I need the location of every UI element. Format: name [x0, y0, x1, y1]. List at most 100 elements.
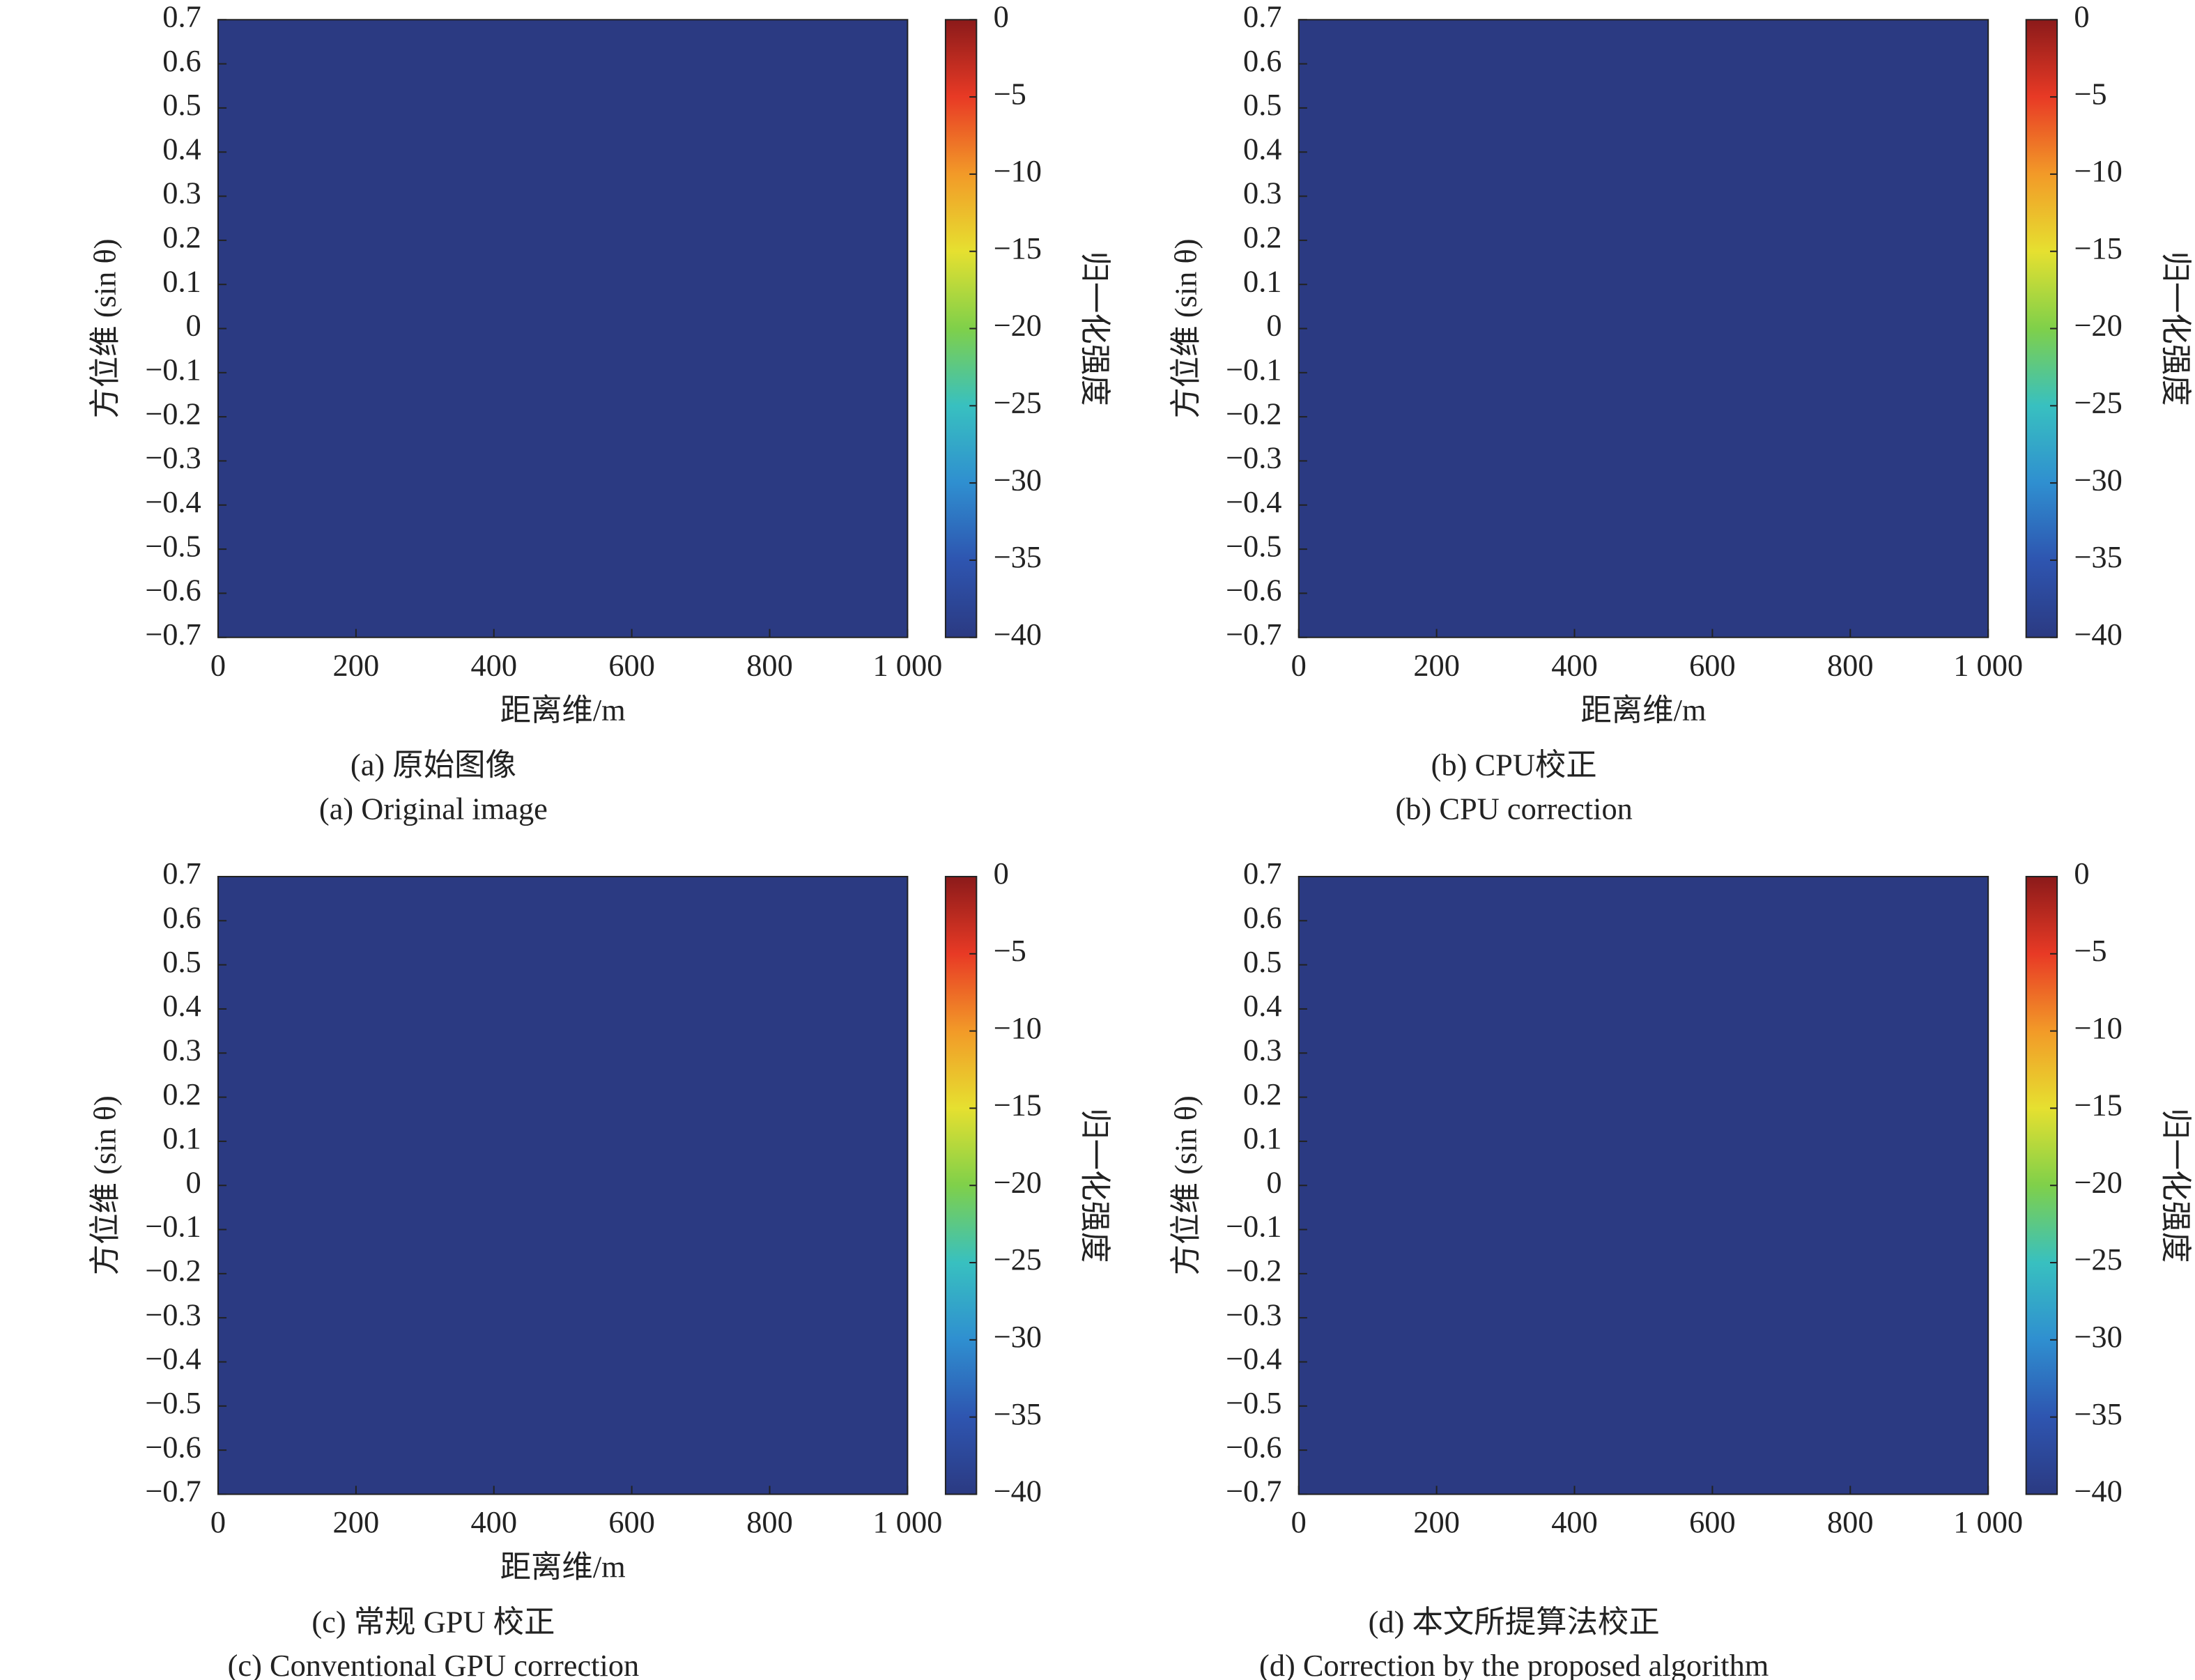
x-tick-label: 0 — [1291, 647, 1307, 682]
x-axis-label: 距离维/m — [500, 693, 626, 727]
y-tick-label: −0.7 — [145, 617, 201, 652]
y-tick-label: 0.6 — [1243, 900, 1282, 935]
y-tick-label: 0.3 — [1243, 1032, 1282, 1067]
y-tick-label: 0.4 — [162, 131, 201, 166]
colorbar-label: 归一化强度 — [1078, 251, 1113, 406]
colorbar-tick-label: −20 — [994, 1164, 1042, 1199]
y-tick-label: −0.1 — [145, 352, 201, 387]
colorbar-tick-label: −35 — [994, 539, 1042, 574]
y-tick-label: −0.6 — [145, 1429, 201, 1464]
x-tick-label: 1 000 — [1953, 1504, 2023, 1539]
caption-en: (c) Conventional GPU correction — [228, 1648, 640, 1680]
x-axis-label: 距离维/m — [1580, 693, 1706, 727]
y-tick-label: 0 — [186, 308, 201, 343]
colorbar-tick-label: −35 — [2074, 539, 2122, 574]
x-tick-label: 200 — [1413, 647, 1460, 682]
x-tick-label: 800 — [746, 1504, 793, 1539]
y-tick-label: 0.6 — [162, 900, 201, 935]
y-tick-label: −0.5 — [145, 1385, 201, 1420]
y-tick-label: −0.7 — [145, 1474, 201, 1509]
y-tick-label: −0.5 — [1226, 528, 1282, 563]
y-tick-label: −0.2 — [145, 1253, 201, 1288]
colorbar-tick-label: −15 — [2074, 1088, 2122, 1123]
x-tick-label: 200 — [1413, 1504, 1460, 1539]
y-tick-label: 0.3 — [162, 1032, 201, 1067]
colorbar-tick-label: −10 — [994, 1010, 1042, 1045]
colorbar-tick-label: −5 — [994, 76, 1026, 111]
y-tick-label: 0.5 — [162, 87, 201, 122]
y-tick-label: 0.6 — [1243, 43, 1282, 78]
y-tick-label: 0.1 — [1243, 263, 1282, 298]
colorbar-tick-label: −20 — [994, 308, 1042, 343]
x-tick-label: 1 000 — [872, 1504, 942, 1539]
heatmap-image — [1298, 877, 1989, 1495]
x-tick-label: 800 — [746, 647, 793, 682]
y-tick-label: −0.1 — [1226, 352, 1282, 387]
y-tick-label: −0.3 — [145, 440, 201, 475]
colorbar-tick-label: −30 — [2074, 462, 2122, 497]
colorbar-tick-label: −5 — [2074, 76, 2107, 111]
y-tick-label: 0.2 — [1243, 1077, 1282, 1111]
y-tick-label: 0.7 — [162, 0, 201, 33]
y-tick-label: 0.7 — [1243, 856, 1282, 891]
y-tick-label: −0.2 — [145, 396, 201, 431]
caption-en: (b) CPU correction — [1396, 791, 1633, 826]
x-tick-label: 400 — [470, 647, 517, 682]
y-tick-label: 0.2 — [162, 219, 201, 254]
colorbar-tick-label: 0 — [994, 856, 1009, 891]
x-tick-label: 0 — [210, 1504, 226, 1539]
colorbar-tick-label: −35 — [994, 1396, 1042, 1431]
x-axis-label: 距离维/m — [500, 1550, 626, 1585]
y-tick-label: −0.5 — [145, 528, 201, 563]
caption: (c) 常规 GPU 校正 — [311, 1604, 555, 1639]
x-tick-label: 600 — [608, 647, 655, 682]
colorbar-tick-label: −5 — [994, 933, 1026, 968]
heatmap-image — [217, 877, 908, 1495]
caption: (d) 本文所提算法校正 — [1369, 1604, 1660, 1639]
y-tick-label: 0.5 — [1243, 87, 1282, 122]
heatmap-image — [217, 20, 908, 638]
colorbar-tick-label: −15 — [2074, 231, 2122, 265]
y-tick-label: −0.3 — [1226, 1297, 1282, 1332]
colorbar-label: 归一化强度 — [1078, 1108, 1113, 1263]
colorbar-tick-label: 0 — [994, 0, 1009, 33]
y-tick-label: −0.2 — [1226, 396, 1282, 431]
y-tick-label: −0.1 — [1226, 1209, 1282, 1244]
y-tick-label: −0.1 — [145, 1209, 201, 1244]
y-tick-label: 0 — [1266, 308, 1281, 343]
colorbar-tick-label: −25 — [2074, 385, 2122, 420]
x-tick-label: 600 — [1689, 1504, 1736, 1539]
y-tick-label: −0.2 — [1226, 1253, 1282, 1288]
x-tick-label: 800 — [1827, 647, 1874, 682]
colorbar-tick-label: 0 — [2074, 856, 2089, 891]
x-tick-label: 200 — [333, 647, 380, 682]
colorbar-tick-label: −10 — [994, 153, 1042, 188]
x-tick-label: 400 — [1551, 1504, 1598, 1539]
colorbar-tick-label: −40 — [994, 617, 1042, 652]
x-tick-label: 800 — [1827, 1504, 1874, 1539]
y-tick-label: 0.1 — [162, 1120, 201, 1155]
x-tick-label: 600 — [1689, 647, 1736, 682]
colorbar-label: 归一化强度 — [2159, 1108, 2194, 1263]
y-tick-label: −0.6 — [145, 573, 201, 608]
y-tick-label: −0.3 — [1226, 440, 1282, 475]
y-tick-label: 0.3 — [1243, 176, 1282, 210]
colorbar-tick-label: 0 — [2074, 0, 2089, 33]
colorbar-tick-label: −10 — [2074, 1010, 2122, 1045]
colorbar-tick-label: −30 — [994, 1319, 1042, 1354]
y-tick-label: −0.4 — [1226, 484, 1282, 519]
colorbar-tick-label: −40 — [2074, 1474, 2122, 1509]
y-tick-label: −0.6 — [1226, 1429, 1282, 1464]
y-axis-label: 方位维 (sin θ) — [1168, 1095, 1203, 1275]
caption: (a) 原始图像 — [351, 748, 516, 783]
y-tick-label: 0.4 — [162, 988, 201, 1023]
y-tick-label: −0.6 — [1226, 573, 1282, 608]
colorbar-tick-label: −20 — [2074, 308, 2122, 343]
y-tick-label: −0.7 — [1226, 1474, 1282, 1509]
x-tick-label: 0 — [210, 647, 226, 682]
y-tick-label: 0.2 — [162, 1077, 201, 1111]
y-tick-label: −0.4 — [145, 484, 201, 519]
y-tick-label: 0.3 — [162, 176, 201, 210]
colorbar-tick-label: −25 — [994, 1242, 1042, 1277]
